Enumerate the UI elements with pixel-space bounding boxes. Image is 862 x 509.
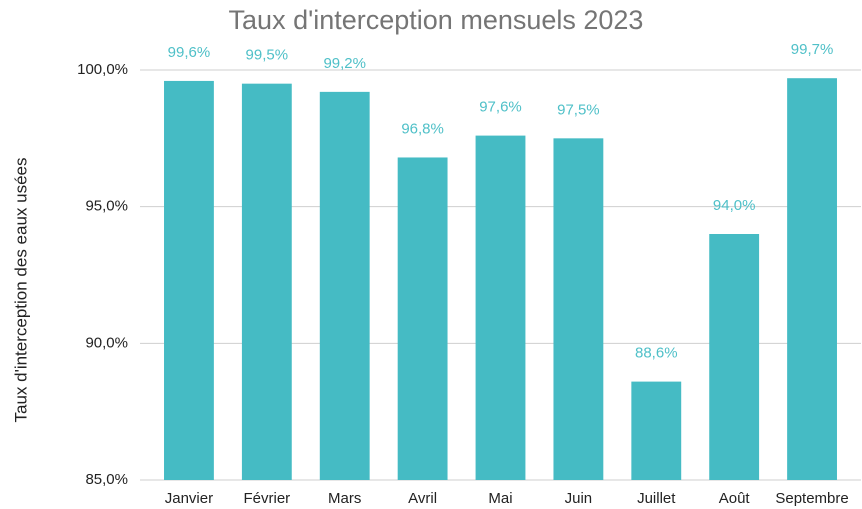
value-label: 99,2% [323, 55, 366, 72]
x-tick-label: Mai [488, 490, 512, 507]
y-tick-label: 95,0% [85, 198, 128, 215]
bar [787, 78, 837, 480]
bar [319, 91, 370, 480]
x-tick-label: Juillet [637, 490, 676, 507]
value-label: 99,5% [246, 47, 289, 64]
x-tick-label: Janvier [165, 490, 213, 507]
value-label: 88,6% [635, 345, 678, 362]
chart-title: Taux d'interception mensuels 2023 [229, 5, 644, 35]
value-label: 99,7% [791, 41, 834, 58]
bar [553, 138, 604, 481]
bar [631, 381, 682, 480]
value-label: 97,5% [557, 101, 600, 118]
x-tick-label: Mars [328, 490, 361, 507]
x-tick-label: Février [243, 490, 290, 507]
x-tick-label: Juin [565, 490, 593, 507]
y-axis-label: Taux d'interception des eaux usées [11, 157, 30, 422]
y-tick-label: 100,0% [77, 61, 128, 78]
bar [241, 83, 292, 481]
value-label: 96,8% [401, 120, 444, 137]
bar [709, 234, 760, 480]
bar [397, 157, 448, 480]
y-tick-label: 85,0% [85, 471, 128, 488]
x-tick-label: Avril [408, 490, 437, 507]
value-label: 97,6% [479, 99, 522, 116]
y-tick-label: 90,0% [85, 334, 128, 351]
x-tick-label: Août [719, 490, 751, 507]
value-label: 94,0% [713, 197, 756, 214]
value-label: 99,6% [168, 44, 211, 61]
x-tick-label: Septembre [775, 490, 848, 507]
bar [164, 80, 214, 480]
bar [475, 135, 526, 480]
